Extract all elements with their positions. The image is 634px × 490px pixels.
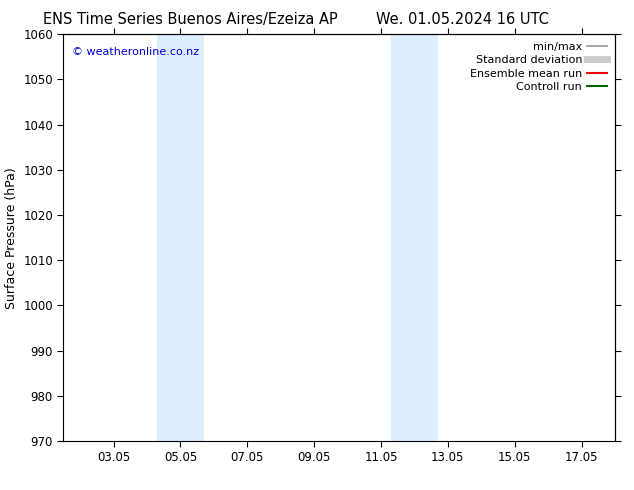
Text: We. 01.05.2024 16 UTC: We. 01.05.2024 16 UTC: [377, 12, 549, 27]
Bar: [391, 34, 438, 441]
Bar: [157, 34, 204, 441]
Text: ENS Time Series Buenos Aires/Ezeiza AP: ENS Time Series Buenos Aires/Ezeiza AP: [43, 12, 337, 27]
Text: © weatheronline.co.nz: © weatheronline.co.nz: [72, 47, 199, 56]
Legend: min/max, Standard deviation, Ensemble mean run, Controll run: min/max, Standard deviation, Ensemble me…: [470, 42, 607, 92]
Y-axis label: Surface Pressure (hPa): Surface Pressure (hPa): [4, 167, 18, 309]
